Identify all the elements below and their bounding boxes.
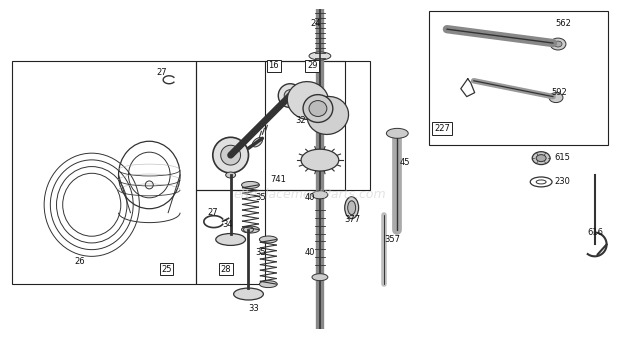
Text: 40: 40 <box>305 248 316 257</box>
Text: 25: 25 <box>161 265 172 274</box>
Text: 227: 227 <box>434 124 450 133</box>
Ellipse shape <box>287 81 329 120</box>
Ellipse shape <box>226 172 236 178</box>
Text: 25: 25 <box>164 267 175 276</box>
Text: eReplacementParts.com: eReplacementParts.com <box>234 188 386 201</box>
Ellipse shape <box>554 41 562 47</box>
Ellipse shape <box>278 84 302 108</box>
Ellipse shape <box>216 234 246 245</box>
Ellipse shape <box>532 152 550 165</box>
Text: 16: 16 <box>268 61 279 70</box>
Ellipse shape <box>312 191 328 199</box>
Text: 28: 28 <box>221 265 231 274</box>
Text: 45: 45 <box>399 158 410 167</box>
Text: 24: 24 <box>310 19 321 28</box>
Ellipse shape <box>221 145 241 165</box>
Text: 29: 29 <box>307 61 317 70</box>
Ellipse shape <box>309 52 331 60</box>
Ellipse shape <box>550 38 566 50</box>
Ellipse shape <box>309 101 327 117</box>
Text: 377: 377 <box>345 215 361 224</box>
Text: 592: 592 <box>551 88 567 97</box>
Text: 26: 26 <box>74 257 85 266</box>
Text: 35: 35 <box>255 193 266 202</box>
Bar <box>196 61 345 190</box>
Text: 32: 32 <box>295 116 306 125</box>
Text: 741: 741 <box>270 175 286 184</box>
Text: 35: 35 <box>255 248 266 257</box>
Ellipse shape <box>213 137 249 173</box>
Ellipse shape <box>345 197 358 219</box>
Text: 28: 28 <box>221 267 231 276</box>
Text: 27: 27 <box>156 68 167 77</box>
Ellipse shape <box>549 93 563 103</box>
Ellipse shape <box>284 90 296 102</box>
Ellipse shape <box>244 227 254 232</box>
Ellipse shape <box>303 95 333 122</box>
Ellipse shape <box>234 288 264 300</box>
Text: 616: 616 <box>588 228 604 237</box>
Bar <box>429 11 608 145</box>
Ellipse shape <box>242 181 259 188</box>
Text: 33: 33 <box>249 304 259 314</box>
Ellipse shape <box>348 201 356 215</box>
Ellipse shape <box>301 149 339 171</box>
Text: 34: 34 <box>223 220 233 229</box>
Ellipse shape <box>259 280 277 287</box>
Text: 615: 615 <box>554 153 570 161</box>
Text: 40: 40 <box>305 193 316 202</box>
Ellipse shape <box>259 236 277 243</box>
Ellipse shape <box>536 155 546 161</box>
Text: 562: 562 <box>555 19 571 28</box>
Bar <box>12 61 196 284</box>
Ellipse shape <box>386 128 408 138</box>
Ellipse shape <box>312 274 328 280</box>
Ellipse shape <box>307 96 348 134</box>
Text: 227: 227 <box>434 124 450 133</box>
Text: 230: 230 <box>554 177 570 187</box>
Text: 27: 27 <box>208 208 218 217</box>
Text: 16: 16 <box>268 61 279 70</box>
Bar <box>196 190 265 284</box>
Ellipse shape <box>252 137 262 147</box>
Ellipse shape <box>242 226 259 233</box>
Text: 357: 357 <box>384 235 401 244</box>
Text: 29: 29 <box>310 61 321 70</box>
Bar <box>265 61 370 190</box>
